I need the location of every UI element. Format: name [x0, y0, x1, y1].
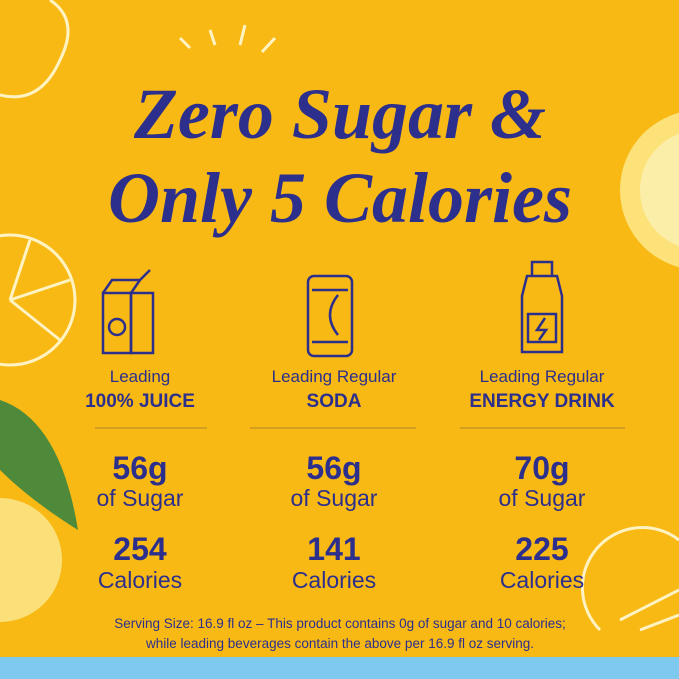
juice-icon [101, 269, 155, 355]
sugar-value: 70g [514, 450, 569, 486]
decor [0, 0, 679, 632]
lemon-piece [0, 498, 62, 622]
column-label: Leading [110, 367, 171, 386]
footnote: Serving Size: 16.9 fl oz – This product … [114, 616, 566, 631]
sugar-unit: of Sugar [499, 485, 586, 511]
column-category: SODA [307, 391, 362, 412]
calories-unit: Calories [500, 567, 584, 593]
footnote: while leading beverages contain the abov… [145, 636, 534, 651]
column-label: Leading Regular [272, 367, 397, 386]
title-line: Only 5 Calories [108, 158, 572, 238]
column-category: ENERGY DRINK [469, 391, 615, 412]
calories-value: 254 [113, 531, 167, 567]
lemon-flesh [640, 133, 679, 247]
sugar-unit: of Sugar [97, 485, 184, 511]
column-category: 100% JUICE [85, 391, 195, 412]
title-line: Zero Sugar & [133, 74, 546, 154]
sugar-unit: of Sugar [291, 485, 378, 511]
sugar-value: 56g [306, 450, 361, 486]
lemon-segments [8, 239, 71, 342]
calories-value: 141 [307, 531, 360, 567]
calories-unit: Calories [292, 567, 376, 593]
sugar-value: 56g [112, 450, 167, 486]
lemon-slice [0, 233, 77, 367]
bottle-icon [520, 260, 564, 354]
calories-value: 225 [515, 531, 568, 567]
lemon-slice-right [580, 526, 679, 632]
lemon-outline [0, 0, 70, 99]
calories-unit: Calories [98, 567, 182, 593]
leaf [0, 400, 78, 530]
splash [178, 24, 277, 54]
soda-icon [306, 274, 354, 358]
column-label: Leading Regular [480, 367, 605, 386]
bottom-band [0, 657, 679, 679]
